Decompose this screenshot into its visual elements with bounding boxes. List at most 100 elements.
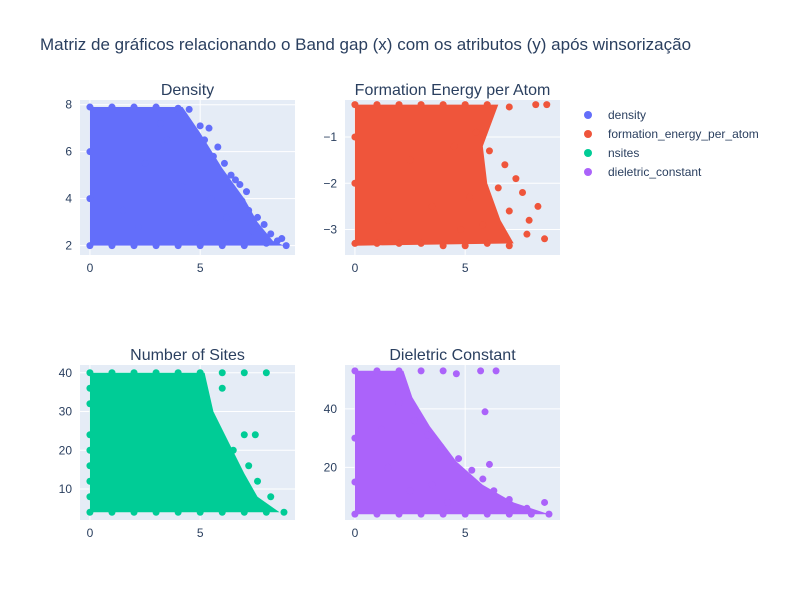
- scatter-point[interactable]: [351, 367, 359, 375]
- scatter-point[interactable]: [209, 152, 217, 160]
- scatter-point[interactable]: [267, 493, 275, 501]
- scatter-point[interactable]: [231, 176, 239, 184]
- scatter-point[interactable]: [245, 462, 253, 470]
- scatter-point[interactable]: [119, 206, 127, 214]
- scatter-point[interactable]: [492, 367, 500, 375]
- scatter-point[interactable]: [505, 207, 513, 215]
- scatter-point[interactable]: [196, 400, 204, 408]
- scatter-point[interactable]: [185, 454, 193, 462]
- scatter-point[interactable]: [227, 171, 235, 179]
- scatter-point[interactable]: [86, 148, 94, 156]
- scatter-point[interactable]: [534, 202, 542, 210]
- scatter-point[interactable]: [479, 221, 487, 229]
- scatter-point[interactable]: [152, 508, 160, 516]
- scatter-point[interactable]: [207, 195, 215, 203]
- scatter-point[interactable]: [545, 510, 553, 518]
- scatter-point[interactable]: [163, 408, 171, 415]
- scatter-point[interactable]: [152, 103, 160, 111]
- scatter-point[interactable]: [196, 122, 204, 130]
- scatter-point[interactable]: [417, 367, 425, 375]
- scatter-point[interactable]: [541, 498, 549, 506]
- scatter-point[interactable]: [240, 242, 248, 250]
- scatter-point[interactable]: [282, 242, 290, 250]
- scatter-point[interactable]: [174, 369, 182, 377]
- scatter-point[interactable]: [483, 101, 491, 109]
- scatter-point[interactable]: [240, 431, 248, 439]
- scatter-point[interactable]: [108, 508, 116, 516]
- scatter-point[interactable]: [214, 143, 222, 151]
- scatter-point[interactable]: [461, 510, 469, 518]
- scatter-point[interactable]: [278, 235, 286, 243]
- scatter-point[interactable]: [373, 510, 381, 518]
- scatter-point[interactable]: [201, 136, 209, 144]
- legend-item-density[interactable]: density: [584, 108, 646, 122]
- scatter-point[interactable]: [512, 175, 520, 183]
- scatter-point[interactable]: [437, 443, 445, 451]
- scatter-point[interactable]: [351, 510, 359, 518]
- scatter-point[interactable]: [240, 369, 248, 377]
- scatter-point[interactable]: [483, 239, 491, 247]
- scatter-point[interactable]: [254, 477, 262, 485]
- scatter-point[interactable]: [481, 408, 489, 416]
- scatter-point[interactable]: [86, 446, 94, 454]
- scatter-point[interactable]: [179, 183, 187, 191]
- scatter-point[interactable]: [543, 101, 551, 109]
- scatter-point[interactable]: [472, 128, 480, 136]
- scatter-point[interactable]: [108, 369, 116, 377]
- scatter-point[interactable]: [406, 487, 414, 495]
- scatter-point[interactable]: [523, 230, 531, 238]
- scatter-point[interactable]: [439, 242, 447, 250]
- scatter-point[interactable]: [218, 384, 226, 392]
- scatter-point[interactable]: [86, 242, 94, 250]
- scatter-point[interactable]: [152, 369, 160, 377]
- scatter-point[interactable]: [439, 367, 447, 375]
- scatter-point[interactable]: [490, 487, 498, 495]
- scatter-point[interactable]: [519, 189, 527, 197]
- scatter-point[interactable]: [86, 493, 94, 501]
- scatter-point[interactable]: [466, 193, 474, 201]
- scatter-point[interactable]: [251, 431, 259, 439]
- scatter-point[interactable]: [410, 417, 418, 425]
- scatter-point[interactable]: [494, 184, 502, 192]
- scatter-point[interactable]: [444, 498, 452, 506]
- scatter-point[interactable]: [395, 239, 403, 247]
- scatter-point[interactable]: [130, 103, 138, 111]
- legend-item-formation_energy_per_atom[interactable]: formation_energy_per_atom: [584, 127, 759, 141]
- scatter-point[interactable]: [351, 434, 359, 442]
- scatter-point[interactable]: [174, 384, 182, 392]
- scatter-point[interactable]: [501, 161, 509, 169]
- scatter-point[interactable]: [485, 147, 493, 155]
- scatter-point[interactable]: [86, 400, 94, 408]
- scatter-point[interactable]: [373, 367, 381, 375]
- scatter-point[interactable]: [384, 216, 392, 224]
- scatter-point[interactable]: [428, 481, 436, 489]
- scatter-point[interactable]: [351, 101, 359, 109]
- scatter-point[interactable]: [468, 466, 476, 474]
- scatter-point[interactable]: [196, 508, 204, 516]
- scatter-point[interactable]: [395, 367, 403, 375]
- scatter-point[interactable]: [439, 510, 447, 518]
- scatter-point[interactable]: [477, 367, 485, 375]
- scatter-point[interactable]: [417, 510, 425, 518]
- scatter-point[interactable]: [218, 508, 226, 516]
- scatter-point[interactable]: [428, 202, 436, 210]
- scatter-point[interactable]: [152, 242, 160, 250]
- scatter-point[interactable]: [108, 103, 116, 111]
- scatter-point[interactable]: [254, 213, 262, 221]
- legend-item-nsites[interactable]: nsites: [584, 146, 639, 160]
- scatter-point[interactable]: [280, 508, 288, 516]
- scatter-point[interactable]: [119, 439, 127, 446]
- scatter-point[interactable]: [130, 415, 138, 423]
- scatter-point[interactable]: [156, 119, 164, 127]
- scatter-point[interactable]: [525, 216, 533, 224]
- scatter-point[interactable]: [196, 369, 204, 377]
- scatter-point[interactable]: [351, 179, 359, 187]
- scatter-point[interactable]: [505, 496, 513, 504]
- scatter-point[interactable]: [461, 101, 469, 109]
- scatter-point[interactable]: [395, 101, 403, 109]
- scatter-point[interactable]: [262, 239, 270, 247]
- scatter-point[interactable]: [395, 510, 403, 518]
- scatter-point[interactable]: [483, 510, 491, 518]
- scatter-point[interactable]: [192, 218, 200, 226]
- scatter-point[interactable]: [220, 501, 228, 508]
